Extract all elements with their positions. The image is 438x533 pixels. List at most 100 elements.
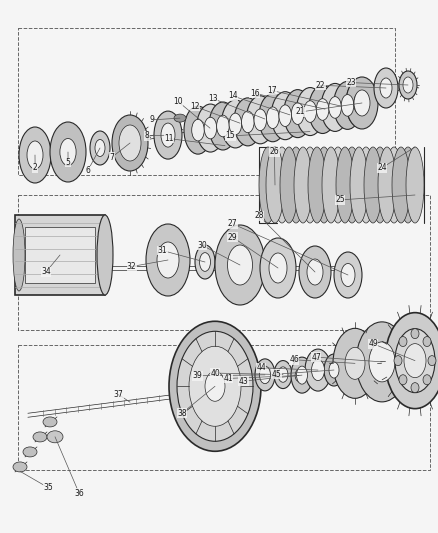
- Ellipse shape: [410, 383, 418, 393]
- Ellipse shape: [112, 115, 148, 171]
- Ellipse shape: [422, 336, 430, 346]
- Ellipse shape: [398, 71, 416, 99]
- Ellipse shape: [259, 366, 270, 384]
- Ellipse shape: [403, 344, 425, 378]
- Ellipse shape: [259, 238, 295, 298]
- Ellipse shape: [356, 147, 374, 223]
- Ellipse shape: [196, 104, 224, 152]
- Text: 40: 40: [210, 369, 219, 377]
- Ellipse shape: [335, 147, 353, 223]
- Ellipse shape: [146, 224, 190, 296]
- Ellipse shape: [290, 357, 312, 393]
- Text: 34: 34: [41, 268, 51, 276]
- Ellipse shape: [265, 147, 283, 223]
- Ellipse shape: [23, 447, 37, 457]
- Text: 36: 36: [74, 489, 84, 497]
- Ellipse shape: [320, 84, 348, 132]
- Ellipse shape: [304, 349, 330, 391]
- Ellipse shape: [216, 115, 229, 137]
- Ellipse shape: [254, 109, 266, 131]
- Ellipse shape: [169, 321, 261, 451]
- Ellipse shape: [370, 147, 388, 223]
- Text: 15: 15: [225, 132, 235, 140]
- Ellipse shape: [184, 106, 212, 154]
- Text: 39: 39: [192, 372, 202, 380]
- Text: 17: 17: [267, 86, 276, 95]
- Ellipse shape: [13, 219, 25, 291]
- Text: 32: 32: [127, 262, 136, 271]
- Ellipse shape: [296, 87, 323, 135]
- Ellipse shape: [333, 252, 361, 298]
- Text: 11: 11: [164, 134, 173, 143]
- Ellipse shape: [391, 147, 409, 223]
- Ellipse shape: [311, 360, 324, 381]
- Ellipse shape: [278, 105, 291, 126]
- Text: 27: 27: [227, 220, 237, 228]
- Ellipse shape: [271, 92, 299, 140]
- Text: 8: 8: [145, 132, 149, 140]
- Text: 35: 35: [43, 483, 53, 492]
- Text: 26: 26: [269, 148, 279, 156]
- Ellipse shape: [349, 147, 367, 223]
- Ellipse shape: [191, 119, 204, 141]
- Text: 9: 9: [148, 116, 154, 124]
- Ellipse shape: [294, 369, 302, 382]
- Ellipse shape: [291, 365, 305, 386]
- Ellipse shape: [373, 68, 397, 108]
- Text: 41: 41: [223, 374, 233, 383]
- Ellipse shape: [246, 96, 274, 144]
- Text: 6: 6: [85, 166, 90, 175]
- Bar: [15, 215, 105, 295]
- Ellipse shape: [340, 94, 353, 116]
- Ellipse shape: [307, 147, 325, 223]
- Text: 2: 2: [33, 164, 37, 172]
- Ellipse shape: [300, 147, 318, 223]
- Ellipse shape: [279, 147, 297, 223]
- Ellipse shape: [379, 78, 391, 98]
- Bar: [25, 227, 95, 283]
- Ellipse shape: [291, 103, 303, 124]
- Ellipse shape: [345, 77, 377, 129]
- Ellipse shape: [342, 147, 360, 223]
- Ellipse shape: [344, 348, 364, 379]
- Text: 31: 31: [157, 246, 167, 255]
- Ellipse shape: [328, 147, 346, 223]
- Ellipse shape: [286, 147, 304, 223]
- Ellipse shape: [205, 372, 225, 401]
- Text: 43: 43: [238, 377, 248, 385]
- Text: 38: 38: [177, 409, 187, 417]
- Ellipse shape: [353, 90, 369, 116]
- Ellipse shape: [157, 242, 179, 278]
- Ellipse shape: [332, 328, 376, 398]
- Ellipse shape: [27, 141, 43, 169]
- Ellipse shape: [177, 332, 252, 441]
- Ellipse shape: [254, 359, 274, 391]
- Ellipse shape: [402, 77, 412, 93]
- Ellipse shape: [321, 147, 339, 223]
- Ellipse shape: [43, 417, 57, 427]
- Ellipse shape: [283, 90, 311, 138]
- Ellipse shape: [95, 140, 105, 157]
- Ellipse shape: [272, 147, 290, 223]
- Ellipse shape: [323, 354, 343, 386]
- Ellipse shape: [384, 313, 438, 409]
- Ellipse shape: [60, 139, 76, 166]
- Ellipse shape: [363, 147, 381, 223]
- Ellipse shape: [340, 263, 354, 287]
- Ellipse shape: [258, 94, 286, 142]
- Text: 30: 30: [197, 241, 206, 249]
- Text: 12: 12: [190, 102, 200, 111]
- Ellipse shape: [303, 101, 316, 123]
- Ellipse shape: [199, 253, 210, 271]
- Ellipse shape: [308, 85, 336, 133]
- Ellipse shape: [422, 375, 430, 385]
- Text: 25: 25: [335, 196, 344, 204]
- Ellipse shape: [277, 367, 287, 382]
- Ellipse shape: [405, 147, 423, 223]
- Text: 49: 49: [367, 340, 377, 348]
- Ellipse shape: [47, 431, 63, 443]
- Ellipse shape: [355, 322, 407, 402]
- Ellipse shape: [119, 125, 141, 161]
- Ellipse shape: [161, 123, 175, 147]
- Ellipse shape: [398, 375, 406, 385]
